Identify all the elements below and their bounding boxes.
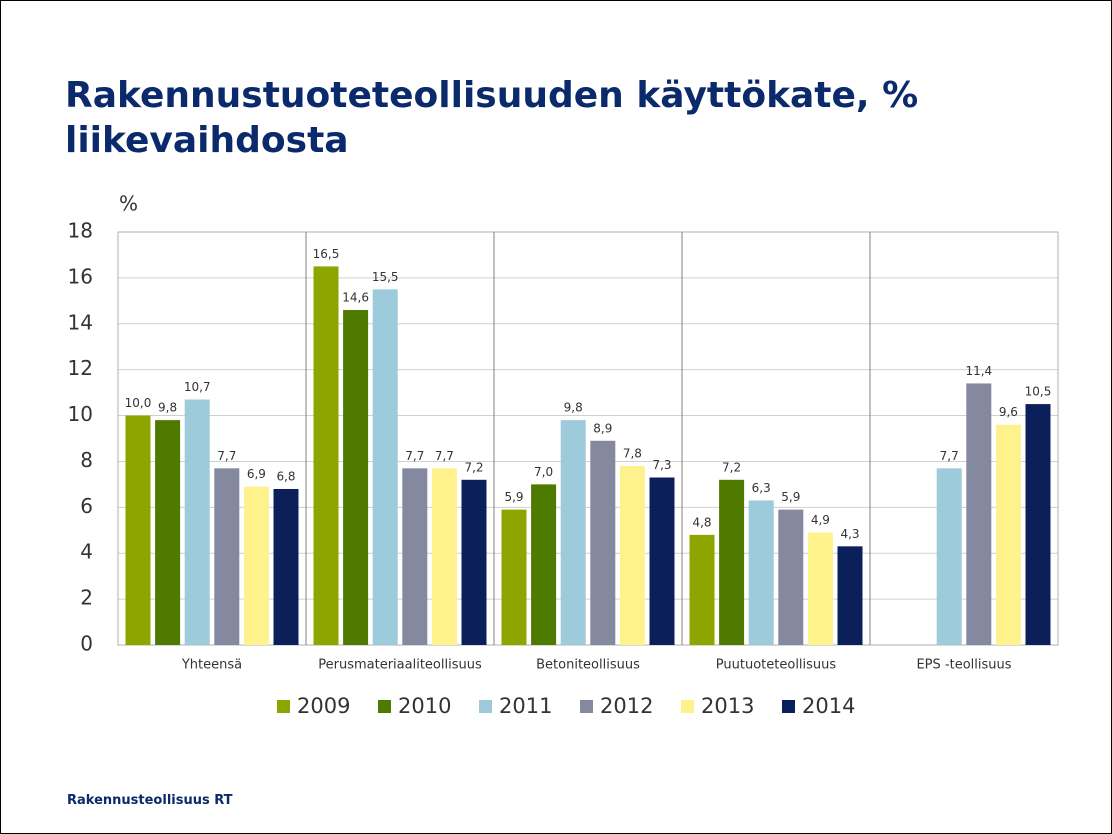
legend-label: 2009 <box>297 694 350 718</box>
value-label: 9,8 <box>564 401 583 415</box>
value-label: 7,7 <box>217 449 236 463</box>
bar <box>431 468 457 645</box>
bar <box>531 484 557 645</box>
value-label: 7,8 <box>623 447 642 461</box>
bar <box>649 477 675 645</box>
y-tick-label: 12 <box>68 356 93 380</box>
bar <box>372 289 398 645</box>
x-tick-label: Puutuoteteollisuus <box>716 658 837 673</box>
value-label: 4,9 <box>811 513 830 527</box>
value-label: 7,7 <box>940 449 959 463</box>
value-label: 7,3 <box>652 458 671 472</box>
bar <box>214 468 240 645</box>
y-tick-label: 4 <box>80 540 93 564</box>
bar <box>243 486 269 645</box>
bar <box>748 500 774 645</box>
value-label: 7,7 <box>405 449 424 463</box>
value-label: 9,8 <box>158 401 177 415</box>
bar <box>619 466 645 645</box>
legend-label: 2010 <box>398 694 451 718</box>
value-label: 10,0 <box>125 396 152 410</box>
bar <box>402 468 428 645</box>
legend-label: 2012 <box>600 694 653 718</box>
y-axis-label: % <box>119 192 138 216</box>
legend-label: 2014 <box>802 694 855 718</box>
value-label: 6,9 <box>247 467 266 481</box>
value-label: 4,8 <box>692 515 711 529</box>
x-tick-label: Betoniteollisuus <box>536 658 640 673</box>
value-label: 4,3 <box>840 527 859 541</box>
y-tick-label: 6 <box>80 494 93 518</box>
y-tick-label: 16 <box>68 264 93 288</box>
value-label: 15,5 <box>372 270 399 284</box>
bar <box>1025 404 1051 645</box>
value-label: 11,4 <box>965 364 992 378</box>
x-tick-label: EPS -teollisuus <box>916 658 1011 673</box>
y-tick-label: 0 <box>80 632 93 656</box>
y-tick-label: 10 <box>68 402 93 426</box>
bar <box>125 415 151 645</box>
source: Rakennusteollisuus RT <box>67 793 233 808</box>
y-tick-label: 2 <box>80 586 93 610</box>
value-label: 7,0 <box>534 465 553 479</box>
bar <box>560 420 586 645</box>
value-label: 5,9 <box>781 490 800 504</box>
value-label: 14,6 <box>342 291 369 305</box>
x-tick-label: Perusmateriaaliteollisuus <box>318 658 482 673</box>
legend-swatch <box>378 700 391 713</box>
bar <box>184 399 210 645</box>
value-label: 7,7 <box>435 449 454 463</box>
y-tick-label: 18 <box>68 219 93 243</box>
bar <box>995 424 1021 645</box>
value-label: 7,2 <box>722 460 741 474</box>
bar <box>313 266 339 645</box>
bar <box>778 509 804 645</box>
plot-border <box>117 231 1059 646</box>
bar <box>343 310 369 645</box>
y-tick-label: 14 <box>68 310 93 334</box>
bar <box>966 383 992 645</box>
legend-swatch <box>681 700 694 713</box>
value-label: 16,5 <box>313 247 340 261</box>
bar <box>719 479 745 645</box>
value-label: 5,9 <box>504 490 523 504</box>
x-tick-label: Yhteensä <box>181 658 242 673</box>
value-label: 9,6 <box>999 405 1018 419</box>
legend-swatch <box>277 700 290 713</box>
y-tick-label: 8 <box>80 448 93 472</box>
bar <box>461 479 487 645</box>
legend-label: 2011 <box>499 694 552 718</box>
bar <box>590 440 616 645</box>
chart-title: Rakennustuoteteollisuuden käyttökate, % … <box>65 75 919 161</box>
legend-swatch <box>580 700 593 713</box>
legend-swatch <box>479 700 492 713</box>
bar <box>807 532 833 645</box>
legend-label: 2013 <box>701 694 754 718</box>
bar <box>936 468 962 645</box>
value-label: 10,7 <box>184 380 211 394</box>
value-label: 8,9 <box>593 421 612 435</box>
value-label: 6,3 <box>752 481 771 495</box>
value-label: 10,5 <box>1025 385 1052 399</box>
value-label: 7,2 <box>464 460 483 474</box>
bar <box>501 509 527 645</box>
bar <box>155 420 181 645</box>
value-label: 6,8 <box>276 469 295 483</box>
bar <box>689 534 715 645</box>
bar <box>273 488 299 645</box>
legend-swatch <box>782 700 795 713</box>
bar <box>837 546 863 645</box>
